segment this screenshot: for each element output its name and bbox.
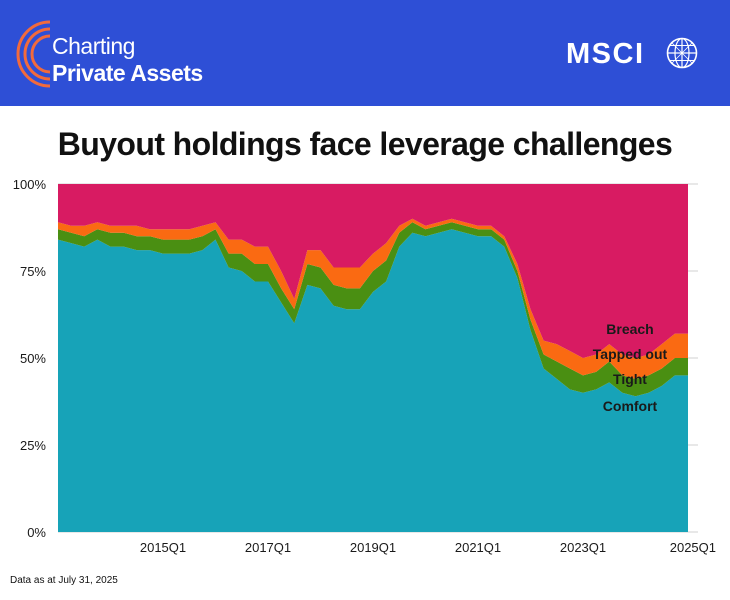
company-logo-text: MSCI	[566, 38, 645, 70]
series-label-breach: Breach	[606, 321, 653, 337]
footnote: Data as at July 31, 2025	[10, 575, 118, 586]
x-tick-label: 2025Q1	[670, 540, 716, 555]
series-label-tight: Tight	[613, 371, 647, 387]
y-tick-label: 50%	[20, 351, 46, 366]
area-comfort	[58, 229, 688, 533]
brand-line-2: Private Assets	[52, 60, 203, 86]
series-label-tapped-out: Tapped out	[593, 346, 668, 362]
y-tick-label: 0%	[27, 525, 46, 540]
y-axis-ticks: 0% 25% 50% 75% 100%	[13, 177, 47, 540]
stacked-area-chart: 0% 25% 50% 75% 100% 2015Q1 2017Q1 2019Q1 2021Q1…	[13, 177, 716, 555]
x-tick-label: 2021Q1	[455, 540, 501, 555]
x-tick-label: 2023Q1	[560, 540, 606, 555]
area-series-group	[58, 184, 688, 533]
area-breach	[58, 184, 688, 358]
area-tight	[58, 222, 688, 397]
area-tapped-out	[58, 218, 688, 379]
series-label-comfort: Comfort	[603, 398, 658, 414]
x-tick-label: 2017Q1	[245, 540, 291, 555]
x-tick-label: 2019Q1	[350, 540, 396, 555]
x-axis-ticks: 2015Q1 2017Q1 2019Q1 2021Q1 2023Q1 2025Q1	[140, 540, 716, 555]
y-tick-label: 100%	[13, 177, 47, 192]
brand-line-1: Charting	[52, 33, 135, 59]
series-labels: Breach Tapped out Tight Comfort	[593, 321, 668, 414]
header-banner: Charting Private Assets MSCI	[0, 0, 730, 106]
chart-title: Buyout holdings face leverage challenges	[57, 126, 673, 162]
y-tick-label: 75%	[20, 264, 46, 279]
x-tick-label: 2015Q1	[140, 540, 186, 555]
globe-icon	[666, 37, 698, 69]
y-tick-label: 25%	[20, 438, 46, 453]
arcs-logo-icon	[16, 20, 51, 88]
